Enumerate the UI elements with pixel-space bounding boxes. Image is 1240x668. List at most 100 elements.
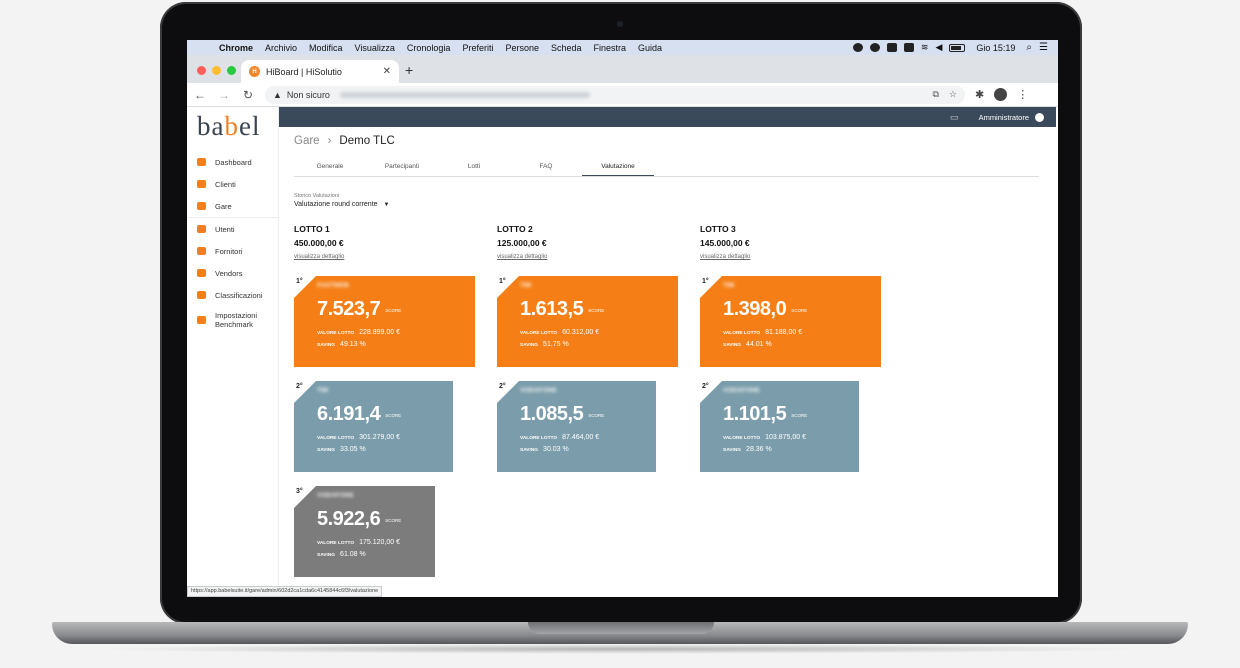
menu-scheda[interactable]: Scheda — [550, 42, 582, 53]
tab-generale[interactable]: Generale — [316, 163, 344, 170]
saving-value: 61.08 % — [340, 551, 366, 558]
valore-label: VALORE LOTTO — [723, 331, 761, 336]
sidebar-item-label: Gare — [215, 201, 232, 211]
sidebar: babel Dashboard Clienti Gare Utenti Forn… — [187, 107, 279, 585]
status-app-icon[interactable] — [852, 43, 863, 52]
browser-menu-icon[interactable]: ⋮ — [1017, 89, 1029, 101]
sidebar-item-classificazioni[interactable]: Classificazioni — [187, 284, 279, 306]
menu-guida[interactable]: Guida — [638, 42, 663, 53]
menu-archivio[interactable]: Archivio — [265, 42, 298, 53]
browser-status-url: https://app.babelsuite.it/gare/admin/602… — [187, 586, 382, 597]
lotto-amount: 125.000,00 € — [497, 238, 547, 248]
saving-row: SAVING 44.01 % — [723, 341, 772, 348]
dettaglio-link[interactable]: visualizza dettaglio — [294, 254, 345, 260]
extensions-icon[interactable]: ✱ — [975, 89, 985, 101]
vendor-name: VODAFONE — [520, 387, 557, 394]
score-number: 1.398,0 — [723, 298, 787, 320]
vendor-name: TIM — [317, 387, 329, 394]
translate-icon[interactable]: ⧉ — [932, 89, 939, 99]
control-center-icon[interactable]: ☰ — [1039, 42, 1048, 53]
menu-finestra[interactable]: Finestra — [593, 42, 627, 53]
menubar-clock[interactable]: Gio 15:19 — [976, 42, 1016, 53]
profile-avatar[interactable] — [994, 88, 1008, 101]
wifi-icon[interactable]: ≋ — [920, 42, 929, 52]
sidebar-item-label: Clienti — [215, 179, 236, 189]
score-card[interactable]: VODAFONE 1.085,5 SCORE VALORE LOTTO 87.464,0… — [497, 381, 656, 472]
rank-label: 2° — [499, 383, 506, 390]
browser-tabstrip: H HiBoard | HiSolutio ✕ + — [187, 55, 1058, 83]
score-value: 7.523,7 SCORE — [317, 298, 401, 321]
score-value: 1.613,5 SCORE — [520, 298, 604, 321]
user-icon[interactable] — [1035, 112, 1044, 122]
valore-row: VALORE LOTTO 87.464,00 € — [520, 434, 599, 441]
back-button[interactable]: ← — [194, 87, 206, 102]
saving-label: SAVING — [317, 343, 336, 348]
saving-row: SAVING 49.13 % — [317, 341, 366, 348]
sidebar-item-dashboard[interactable]: Dashboard — [187, 151, 279, 173]
saving-row: SAVING 30.03 % — [520, 446, 569, 453]
tab-valutazione[interactable]: Valutazione — [582, 157, 654, 176]
breadcrumb: Gare › Demo TLC — [294, 135, 395, 147]
zoom-window-button[interactable] — [227, 66, 236, 75]
sidebar-item-label: Impostazioni Benchmark — [215, 311, 257, 329]
sidebar-item-impostazioni-benchmark[interactable]: Impostazioni Benchmark — [187, 306, 279, 334]
lotto-header: LOTTO 1 450.000,00 € visualizza dettaglio — [294, 224, 494, 260]
menu-persone[interactable]: Persone — [505, 42, 539, 53]
valore-label: VALORE LOTTO — [317, 541, 355, 546]
menu-visualizza[interactable]: Visualizza — [354, 42, 395, 53]
browser-toolbar: ← → ↻ ▲ Non sicuro ⧉ ☆ ✱ ⋮ — [187, 83, 1058, 107]
volume-icon[interactable]: ◀ — [935, 42, 943, 52]
status-box-icon[interactable] — [903, 43, 914, 52]
minimize-window-button[interactable] — [212, 66, 221, 75]
score-card[interactable]: TIM 1.613,5 SCORE VALORE LOTTO 60.312,00 € SA… — [497, 276, 678, 367]
status-clipboard-icon[interactable] — [886, 43, 897, 52]
forward-button[interactable]: → — [218, 87, 230, 102]
sidebar-item-clienti[interactable]: Clienti — [187, 173, 279, 195]
laptop-shadow — [90, 644, 1150, 654]
rank-label: 1° — [296, 278, 303, 285]
sidebar-item-gare[interactable]: Gare — [187, 195, 279, 217]
app-topbar: ▭ Amministratore — [279, 107, 1056, 127]
score-card[interactable]: TIM 1.398,0 SCORE VALORE LOTTO 81.188,00 € SA… — [700, 276, 881, 367]
tab-faq[interactable]: FAQ — [539, 163, 553, 170]
reload-button[interactable]: ↻ — [242, 87, 254, 102]
tab-lotti[interactable]: Lotti — [467, 163, 481, 170]
sidebar-item-utenti[interactable]: Utenti — [187, 218, 279, 240]
chat-icon[interactable]: ▭ — [950, 111, 959, 122]
dettaglio-link[interactable]: visualizza dettaglio — [497, 254, 548, 260]
score-number: 1.613,5 — [520, 298, 584, 320]
menu-chrome[interactable]: Chrome — [219, 42, 254, 53]
babel-logo[interactable]: babel — [197, 111, 260, 142]
status-check-icon[interactable] — [869, 43, 880, 52]
user-name[interactable]: Amministratore — [978, 112, 1029, 122]
rank-label: 1° — [702, 278, 709, 285]
valore-label: VALORE LOTTO — [723, 436, 761, 441]
score-card[interactable]: VODAFONE 5.922,6 SCORE VALORE LOTTO 175.120,… — [294, 486, 435, 577]
valore-value: 87.464,00 € — [562, 434, 600, 441]
score-card[interactable]: FASTWEB 7.523,7 SCORE VALORE LOTTO 228.899,0… — [294, 276, 475, 367]
breadcrumb-root[interactable]: Gare — [294, 135, 320, 147]
browser-tab[interactable]: H HiBoard | HiSolutio ✕ — [241, 60, 399, 83]
score-unit: SCORE — [791, 308, 808, 313]
close-window-button[interactable] — [197, 66, 206, 75]
close-tab-icon[interactable]: ✕ — [382, 66, 391, 77]
address-bar[interactable]: ▲ Non sicuro ⧉ ☆ — [265, 85, 965, 104]
dettaglio-link[interactable]: visualizza dettaglio — [700, 254, 751, 260]
new-tab-button[interactable]: + — [405, 62, 414, 78]
score-card[interactable]: VODAFONE 1.101,5 SCORE VALORE LOTTO 103.875,… — [700, 381, 859, 472]
bookmark-star-icon[interactable]: ☆ — [948, 89, 957, 99]
score-card[interactable]: TIM 6.191,4 SCORE VALORE LOTTO 301.279,00 € S… — [294, 381, 453, 472]
sidebar-divider — [187, 217, 279, 218]
sidebar-item-fornitori[interactable]: Fornitori — [187, 240, 279, 262]
storico-select[interactable]: Valutazione round corrente ▼ — [294, 201, 390, 208]
battery-icon[interactable] — [949, 43, 966, 52]
menu-preferiti[interactable]: Preferiti — [462, 42, 494, 53]
spotlight-icon[interactable]: ⌕ — [1026, 42, 1033, 53]
saving-label: SAVING — [317, 448, 336, 453]
saving-row: SAVING 28.36 % — [723, 446, 772, 453]
menu-modifica[interactable]: Modifica — [309, 42, 343, 53]
tab-partecipanti[interactable]: Partecipanti — [384, 163, 420, 170]
saving-value: 51.75 % — [543, 341, 569, 348]
menu-cronologia[interactable]: Cronologia — [406, 42, 451, 53]
sidebar-item-vendors[interactable]: Vendors — [187, 262, 279, 284]
